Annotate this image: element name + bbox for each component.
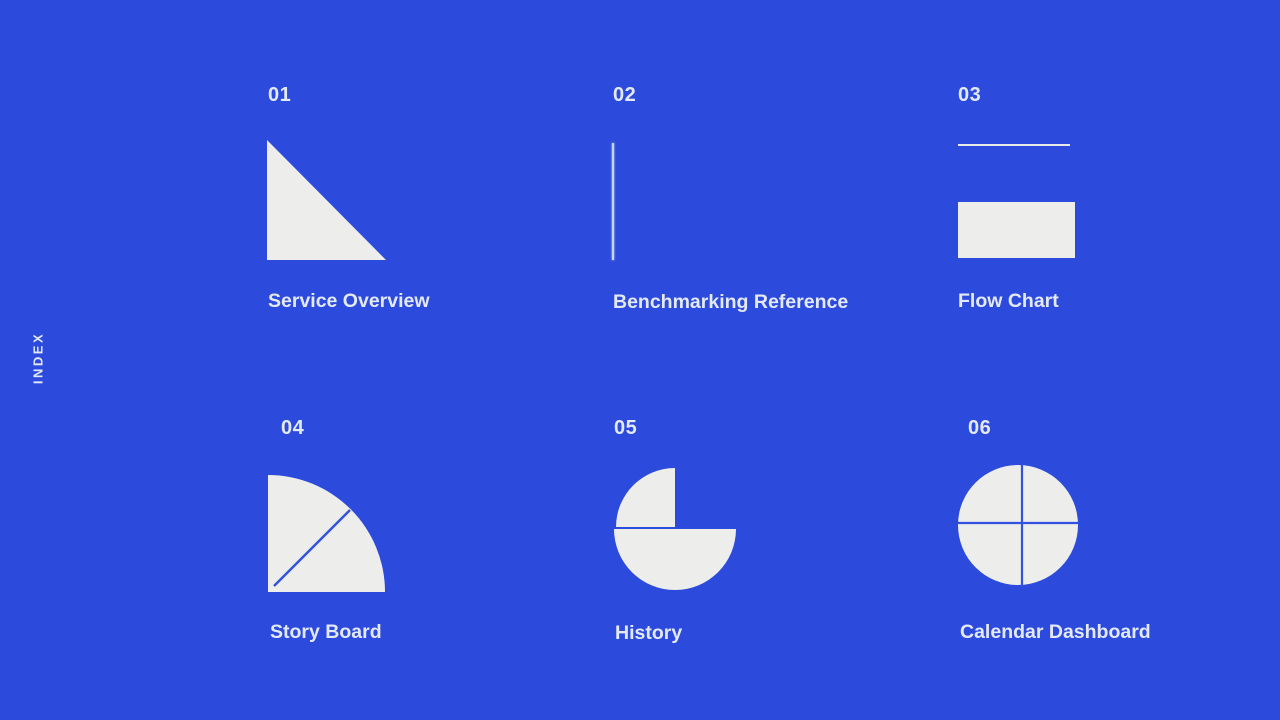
item-label: Story Board [270, 621, 382, 643]
index-item-flow-chart[interactable]: 03 Flow Chart [956, 84, 1186, 314]
three-quarter-pie-icon [614, 468, 736, 590]
index-item-story-board[interactable]: 04 Story Board [267, 417, 497, 647]
circle-quadrants-icon [958, 463, 1078, 587]
item-label: History [615, 622, 683, 644]
item-number: 04 [281, 417, 305, 439]
vertical-index-label: INDEX [30, 331, 46, 385]
item-number: 01 [268, 84, 292, 106]
item-number: 03 [958, 84, 982, 106]
item-label: Calendar Dashboard [960, 621, 1151, 643]
horizontal-line-icon [958, 144, 1070, 146]
index-item-calendar-dashboard[interactable]: 06 Calendar Dashboard [955, 417, 1195, 647]
right-triangle-icon [267, 140, 386, 260]
item-number: 06 [968, 417, 992, 439]
rectangle-icon [958, 202, 1075, 258]
index-item-service-overview[interactable]: 01 Service Overview [267, 84, 497, 314]
item-label: Benchmarking Reference [613, 291, 849, 313]
index-item-history[interactable]: 05 History [612, 417, 842, 647]
item-number: 05 [614, 417, 638, 439]
item-number: 02 [613, 84, 637, 106]
index-item-benchmarking-reference[interactable]: 02 Benchmarking Reference [612, 84, 882, 314]
vertical-line-icon [612, 143, 614, 260]
quarter-pie-divided-icon [268, 475, 385, 592]
item-label: Flow Chart [958, 290, 1059, 312]
item-label: Service Overview [268, 290, 430, 312]
